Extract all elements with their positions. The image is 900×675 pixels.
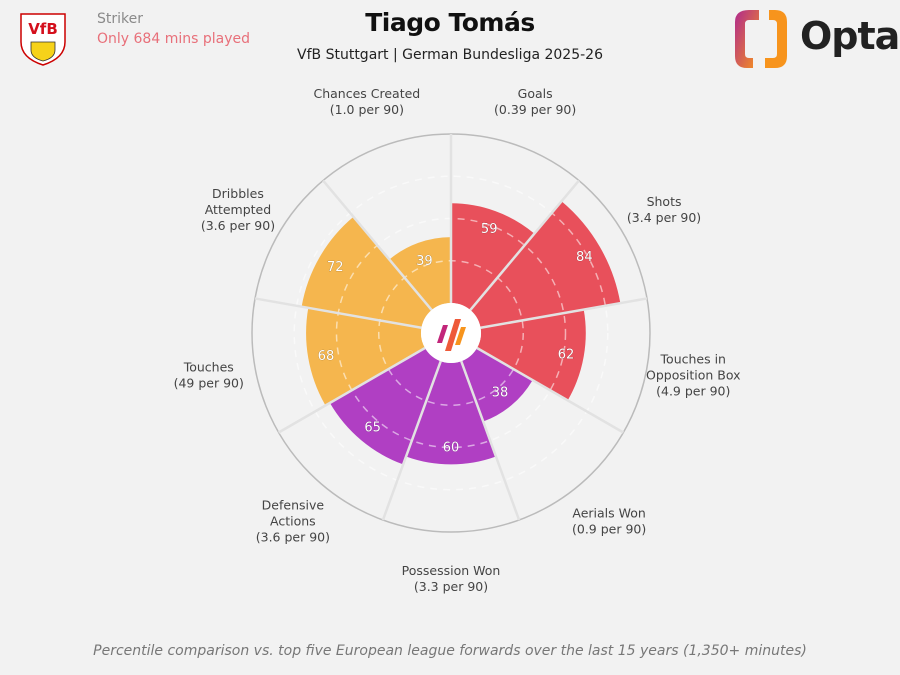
minutes-note: Only 684 mins played bbox=[97, 31, 250, 47]
category-label: Shots bbox=[647, 194, 682, 209]
bar-2 bbox=[476, 309, 586, 401]
spoke-5 bbox=[381, 360, 442, 521]
center-logo-icon bbox=[445, 319, 461, 351]
value-label: 84 bbox=[576, 250, 593, 265]
category-label: (49 per 90) bbox=[174, 376, 244, 391]
spoke-8 bbox=[322, 179, 433, 311]
value-label: 72 bbox=[327, 260, 344, 275]
spoke-2 bbox=[480, 297, 648, 330]
spoke-6 bbox=[278, 346, 426, 434]
page-subtitle: VfB Stuttgart | German Bundesliga 2025-2… bbox=[297, 47, 603, 63]
bar-1 bbox=[470, 201, 621, 328]
bar-7 bbox=[301, 216, 432, 328]
center-logo-icon bbox=[437, 325, 448, 343]
category-label: Defensive bbox=[262, 497, 325, 512]
category-label: (0.39 per 90) bbox=[494, 102, 576, 117]
category-label: Touches bbox=[183, 360, 234, 375]
opta-logo-icon bbox=[735, 10, 787, 68]
category-label: (1.0 per 90) bbox=[330, 102, 404, 117]
value-label: 60 bbox=[443, 440, 460, 455]
category-label: Possession Won bbox=[402, 563, 501, 578]
value-label: 68 bbox=[318, 349, 335, 364]
category-label: (3.3 per 90) bbox=[414, 579, 488, 594]
spoke-1 bbox=[469, 179, 580, 311]
category-label: Chances Created bbox=[313, 86, 420, 101]
value-label: 65 bbox=[364, 420, 381, 435]
category-label: Goals bbox=[518, 86, 553, 101]
category-label: Aerials Won bbox=[572, 505, 645, 520]
grid-ring-75 bbox=[293, 175, 609, 491]
footnote: Percentile comparison vs. top five Europ… bbox=[93, 643, 807, 659]
player-role: Striker bbox=[97, 11, 143, 27]
bar-6 bbox=[306, 307, 426, 406]
bar-4 bbox=[406, 361, 496, 465]
bar-8 bbox=[389, 237, 451, 311]
category-label: Opposition Box bbox=[646, 368, 741, 383]
spoke-3 bbox=[476, 346, 624, 434]
center-logo-icon bbox=[455, 327, 466, 345]
bar-0 bbox=[451, 203, 535, 311]
value-label: 59 bbox=[481, 222, 498, 237]
category-label: Dribbles bbox=[212, 186, 264, 201]
value-label: 38 bbox=[492, 385, 509, 400]
category-label: (0.9 per 90) bbox=[572, 521, 646, 536]
category-label: (3.6 per 90) bbox=[201, 218, 275, 233]
category-label: (3.6 per 90) bbox=[256, 529, 330, 544]
bar-3 bbox=[461, 348, 533, 422]
category-label: (4.9 per 90) bbox=[656, 384, 730, 399]
category-label: Attempted bbox=[205, 202, 271, 217]
svg-text:VfB: VfB bbox=[28, 20, 58, 38]
page-title: Tiago Tomás bbox=[365, 8, 535, 37]
value-label: 39 bbox=[416, 254, 433, 269]
category-label: Actions bbox=[270, 513, 316, 528]
brand-name: Opta bbox=[800, 14, 900, 58]
value-label: 62 bbox=[558, 347, 575, 362]
spoke-7 bbox=[254, 297, 422, 330]
category-label: Touches in bbox=[660, 352, 726, 367]
category-label: (3.4 per 90) bbox=[627, 210, 701, 225]
spoke-4 bbox=[460, 360, 521, 521]
club-crest-logo: VfB bbox=[20, 13, 66, 66]
